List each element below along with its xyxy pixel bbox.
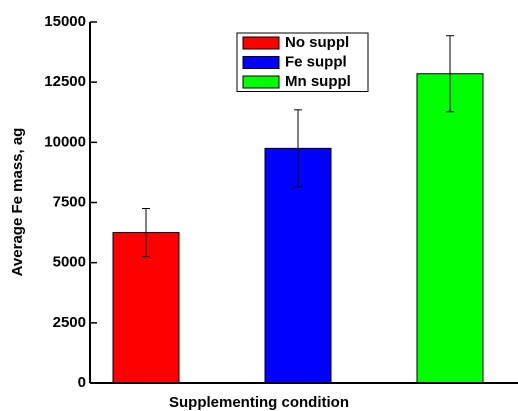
y-tick-label: 7500 [53,193,86,210]
y-tick-label: 0 [78,374,86,391]
y-tick-label: 2500 [53,314,86,331]
bar [416,73,484,384]
legend-swatch [242,36,280,50]
legend-label: No suppl [285,34,349,51]
legend-label: Mn suppl [285,73,351,90]
y-tick-label: 5000 [53,254,86,271]
legend-swatch [242,75,280,89]
x-axis-label: Supplementing condition [169,394,349,411]
y-tick-label: 15000 [44,13,86,30]
bar [264,147,332,384]
y-tick-label: 12500 [44,73,86,90]
y-tick-label: 10000 [44,133,86,150]
legend-swatch [242,56,280,69]
legend-label: Fe suppl [285,53,347,70]
y-axis-label: Average Fe mass, ag [9,128,26,277]
